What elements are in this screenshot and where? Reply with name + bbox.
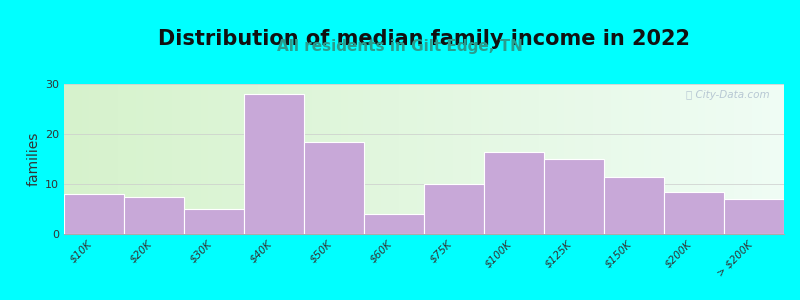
- Bar: [424, 184, 484, 234]
- Bar: [364, 214, 424, 234]
- Bar: [724, 199, 784, 234]
- Bar: [184, 209, 244, 234]
- Bar: [244, 94, 304, 234]
- Y-axis label: families: families: [27, 132, 41, 186]
- Bar: [124, 196, 184, 234]
- Text: All residents in Gilt Edge, TN: All residents in Gilt Edge, TN: [277, 39, 523, 54]
- Bar: [484, 152, 544, 234]
- Bar: [304, 142, 364, 234]
- Bar: [64, 194, 124, 234]
- Text: ⓘ City-Data.com: ⓘ City-Data.com: [686, 90, 770, 100]
- Bar: [604, 176, 664, 234]
- Title: Distribution of median family income in 2022: Distribution of median family income in …: [158, 29, 690, 49]
- Bar: [544, 159, 604, 234]
- Bar: [664, 191, 724, 234]
